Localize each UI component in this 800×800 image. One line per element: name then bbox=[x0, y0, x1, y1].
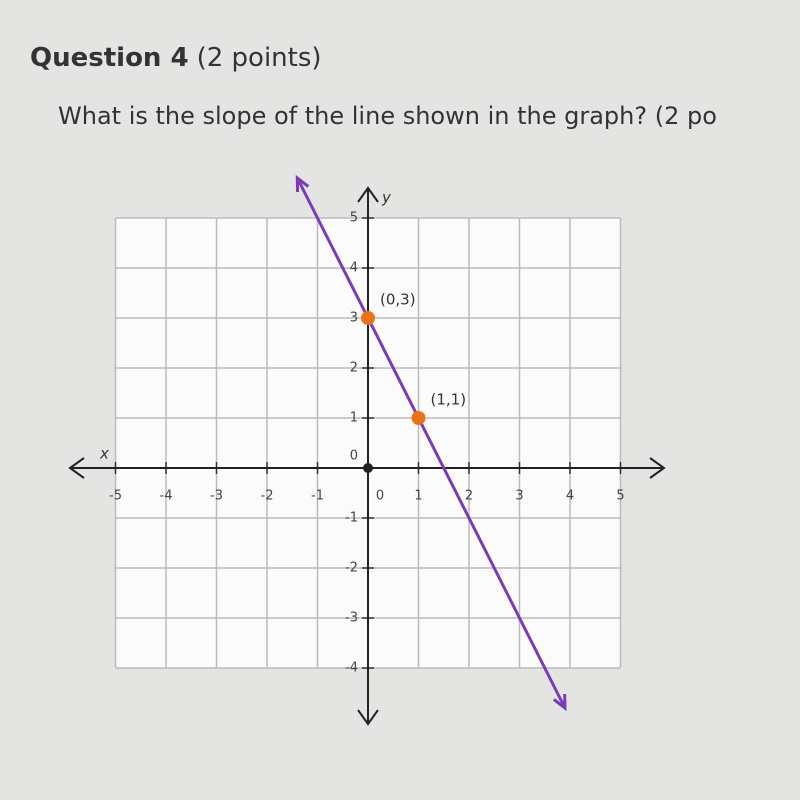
y-axis-arrow bbox=[357, 186, 379, 726]
x-tick-label: 3 bbox=[515, 489, 523, 504]
x-tick-label: -3 bbox=[210, 489, 223, 504]
y-tick-label: 3 bbox=[350, 311, 358, 326]
origin bbox=[363, 463, 373, 473]
point bbox=[411, 411, 426, 425]
question-number: Question 4 bbox=[30, 43, 189, 73]
y-tick-label: -2 bbox=[345, 561, 358, 576]
x-tick-label: -2 bbox=[261, 489, 274, 504]
graph-line bbox=[295, 177, 567, 709]
question-text: What is the slope of the line shown in t… bbox=[58, 102, 717, 130]
point-label: (1,1) bbox=[431, 391, 467, 409]
x-tick-label: -5 bbox=[109, 489, 122, 504]
point-label: (0,3) bbox=[380, 291, 416, 309]
x-axis-label: x bbox=[99, 445, 109, 463]
y-tick-label: 1 bbox=[350, 411, 358, 426]
x-tick-label: 2 bbox=[465, 489, 473, 504]
graph: -5 -4 -3 -2 -1 0 1 2 3 4 5 -4 -3 -2 -1 0 1 2 3 4 5 x y (0,3) (1,… bbox=[68, 174, 666, 726]
y-tick-label: 5 bbox=[350, 211, 358, 226]
x-tick-label: 5 bbox=[616, 489, 624, 504]
x-axis-arrow bbox=[68, 457, 666, 479]
y-tick-label: -4 bbox=[345, 661, 358, 676]
y-tick-label: -3 bbox=[345, 611, 358, 626]
x-tick-label: -4 bbox=[160, 489, 173, 504]
y-tick-label: 2 bbox=[350, 361, 358, 376]
line-arrow bbox=[295, 174, 567, 712]
point bbox=[361, 311, 375, 325]
x-tick-label: 0 bbox=[376, 489, 384, 504]
question-title: Question 4 (2 points) bbox=[30, 43, 322, 73]
y-axis-label: y bbox=[381, 189, 392, 207]
y-tick-label: -1 bbox=[345, 511, 358, 526]
x-tick-label: 1 bbox=[414, 489, 422, 504]
x-tick-label: -1 bbox=[311, 489, 324, 504]
y-tick-label: 4 bbox=[350, 261, 358, 276]
y-tick-label: 0 bbox=[350, 449, 358, 464]
question-points: (2 points) bbox=[197, 43, 322, 73]
x-tick-label: 4 bbox=[566, 489, 574, 504]
